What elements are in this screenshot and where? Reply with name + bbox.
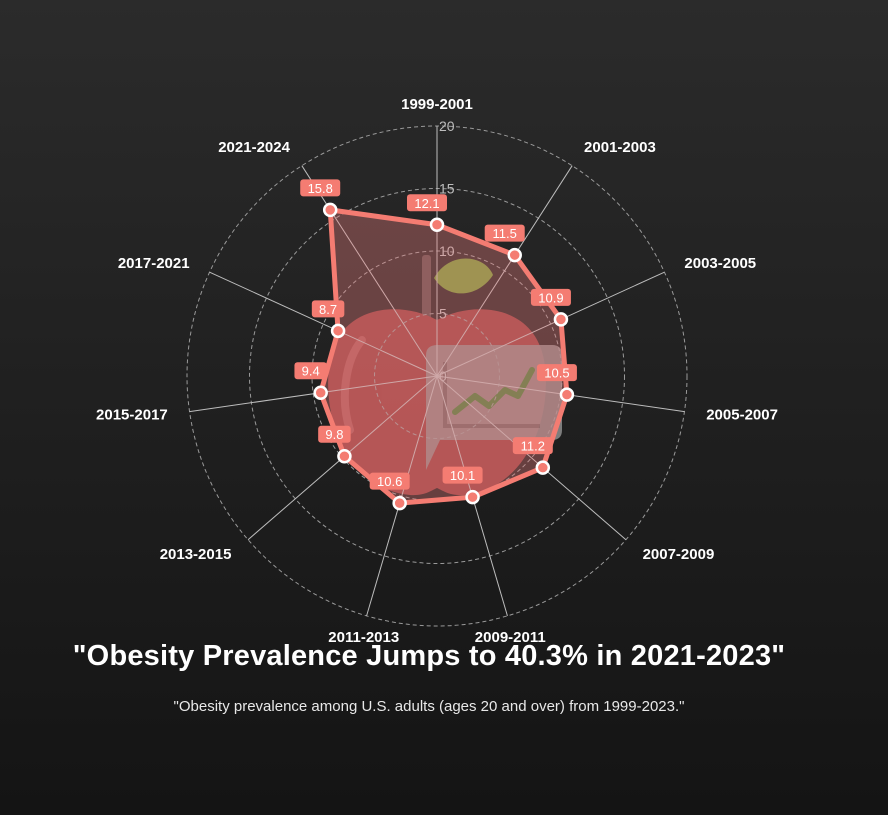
category-label: 2001-2003 (584, 139, 656, 156)
data-point[interactable] (313, 385, 328, 400)
leaf-icon (434, 258, 493, 294)
data-label: 15.8 (308, 181, 333, 196)
data-label: 10.5 (544, 366, 569, 381)
category-label: 2017-2021 (118, 255, 190, 272)
data-label-bg (442, 466, 483, 484)
data-point[interactable] (322, 202, 338, 218)
data-label-bg (530, 288, 571, 306)
grid-spoke (209, 271, 438, 377)
data-label: 8.7 (319, 302, 337, 317)
category-label: 2009-2011 (475, 629, 546, 646)
data-label-bg (512, 437, 553, 455)
category-label: 1999-2001 (401, 96, 473, 113)
data-label: 11.2 (521, 439, 545, 454)
category-label: 2015-2017 (96, 407, 168, 424)
data-point[interactable] (330, 323, 346, 339)
data-point[interactable] (507, 247, 522, 263)
grid-spoke (436, 271, 665, 377)
data-label-bg (407, 194, 447, 212)
data-point[interactable] (392, 495, 407, 511)
radial-tick-label: 15 (439, 181, 455, 197)
category-label: 2013-2015 (160, 546, 232, 563)
chart-title: "Obesity Prevalence Jumps to 40.3% in 20… (72, 640, 786, 672)
series-area (318, 207, 570, 506)
radial-tick-label: 0 (439, 368, 447, 384)
data-label: 9.8 (325, 427, 343, 442)
data-label-bg (294, 362, 327, 380)
data-label: 10.1 (450, 468, 475, 483)
grid-spoke (366, 375, 438, 617)
chart-subtitle: "Obesity prevalence among U.S. adults (a… (173, 698, 685, 715)
data-label-bg (536, 364, 577, 382)
data-label-bg (300, 179, 341, 197)
category-label: 2005-2007 (706, 407, 778, 424)
category-label: 2021-2024 (218, 139, 290, 156)
data-label: 12.1 (414, 196, 439, 211)
grid-spoke (301, 165, 438, 377)
radial-tick-label: 10 (439, 243, 455, 259)
category-label: 2003-2005 (684, 255, 756, 272)
data-label-bg (311, 300, 345, 318)
data-series (313, 202, 575, 511)
data-point[interactable] (337, 448, 352, 464)
data-point[interactable] (429, 217, 445, 232)
data-label-bg (318, 425, 351, 443)
data-point[interactable] (559, 387, 575, 402)
data-point[interactable] (553, 312, 569, 327)
grid-spoke (436, 375, 627, 541)
radial-tick-label: 5 (439, 306, 447, 322)
data-label: 9.4 (302, 364, 320, 379)
data-label: 11.5 (493, 226, 517, 241)
data-labels: 12.1 11.5 10.9 10.5 11.2 10.1 10.6 9.8 9.4 8.7 15.… (294, 179, 577, 490)
grid-spoke (189, 375, 438, 413)
data-label: 10.6 (377, 474, 402, 489)
category-label: 2007-2009 (643, 546, 715, 563)
background-art (328, 255, 562, 496)
data-point[interactable] (535, 460, 551, 475)
data-label-bg (369, 472, 410, 490)
data-label-bg (484, 224, 525, 242)
category-label: 2011-2013 (328, 629, 399, 646)
radial-tick-label: 20 (439, 118, 455, 134)
data-point[interactable] (465, 489, 480, 505)
data-label: 10.9 (538, 290, 563, 305)
grid-spoke (436, 165, 573, 377)
